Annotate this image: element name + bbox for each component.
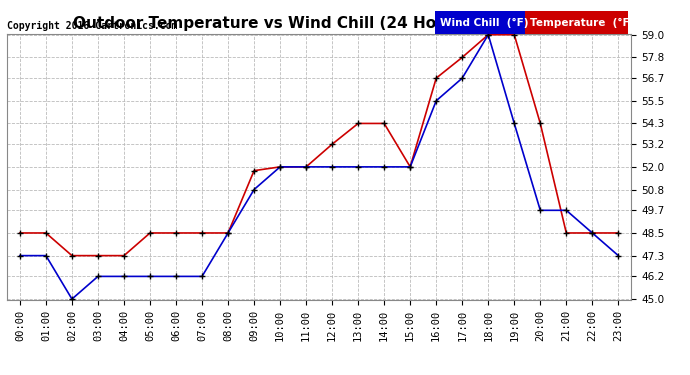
FancyBboxPatch shape (435, 11, 531, 34)
Text: Temperature  (°F): Temperature (°F) (530, 18, 635, 28)
Text: Wind Chill  (°F): Wind Chill (°F) (440, 18, 528, 28)
Title: Outdoor Temperature vs Wind Chill (24 Hours)  20160511: Outdoor Temperature vs Wind Chill (24 Ho… (72, 16, 566, 31)
FancyBboxPatch shape (525, 11, 628, 34)
Text: Copyright 2016 Cartronics.com: Copyright 2016 Cartronics.com (7, 21, 177, 31)
